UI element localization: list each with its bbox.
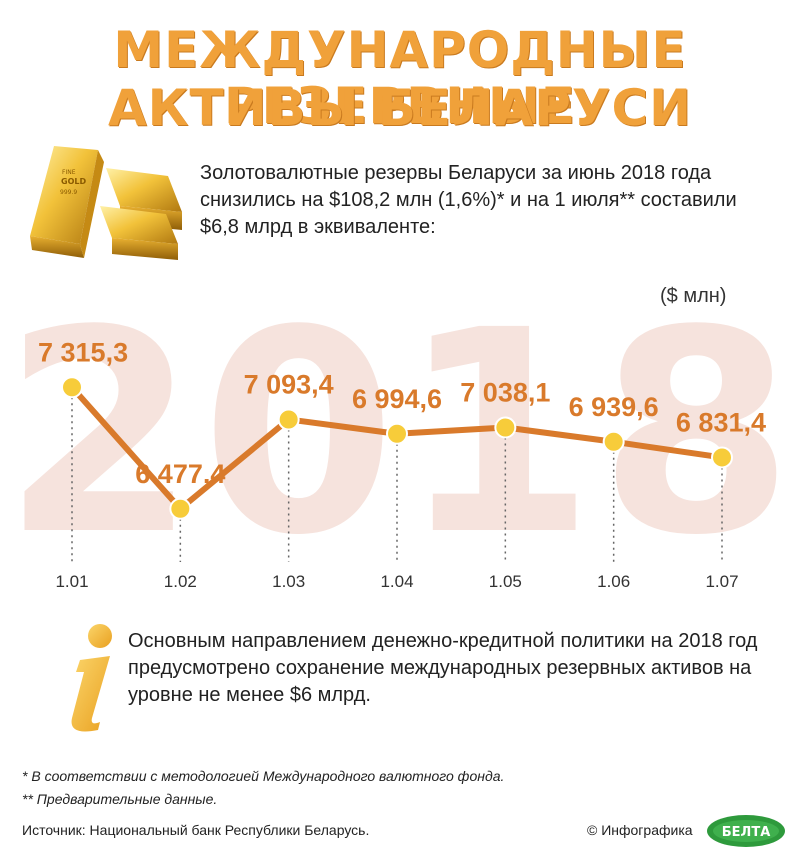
value-label: 7 315,3 [38, 337, 128, 367]
intro-text: Золотовалютные резервы Беларуси за июнь … [200, 162, 737, 238]
source-text: Источник: Национальный банк Республики Б… [22, 822, 370, 838]
data-point [602, 430, 625, 453]
gold-bars-illustration: FINE GOLD 999.9 [30, 146, 182, 260]
belta-logo-text: БЕЛТА [722, 825, 771, 840]
x-tick-label: 1.01 [55, 572, 88, 591]
value-label: 7 093,4 [244, 369, 334, 399]
x-tick-label: 1.05 [489, 572, 522, 591]
reserves-line-chart: 2018 7 315,36 477,47 093,4 6 994,6 7 038,1… [2, 280, 793, 597]
footnote-imf: * В соответствии с методологией Междунар… [22, 768, 505, 784]
value-label: 7 038,1 [460, 377, 550, 407]
belta-logo: БЕЛТА [707, 815, 785, 847]
gold-stamp-line-1: FINE [62, 169, 76, 176]
data-point [61, 376, 83, 399]
gold-bar-front: FINE GOLD 999.9 [30, 146, 104, 258]
unit-label: ($ млн) [660, 285, 727, 307]
footnote-preliminary: ** Предварительные данные. [22, 791, 218, 807]
data-point [494, 416, 517, 439]
data-point [169, 497, 192, 520]
value-label: 6 831,4 [676, 407, 766, 437]
x-tick-label: 1.06 [597, 572, 630, 591]
x-tick-label: 1.02 [164, 572, 197, 591]
x-tick-label: 1.03 [272, 572, 305, 591]
gold-bar-right [100, 206, 178, 260]
value-label: 6 994,6 [352, 384, 442, 414]
value-label: 6 939,6 [569, 392, 659, 422]
page-title-line-1: МЕЖДУНАРОДНЫЕ РЕЗЕРВНЫЕ [113, 21, 687, 135]
data-point [277, 408, 300, 431]
data-point [386, 422, 408, 445]
gold-stamp-line-2: GOLD [61, 177, 86, 186]
info-text: Основным направлением денежно-кредитной … [128, 630, 758, 706]
info-icon [71, 624, 112, 732]
x-tick-label: 1.07 [705, 572, 738, 591]
page-title-line-2: АКТИВЫ БЕЛАРУСИ [107, 79, 693, 137]
infographic-credit: © Инфографика [587, 822, 693, 838]
gold-stamp-line-3: 999.9 [60, 189, 77, 196]
value-label: 6 477,4 [135, 459, 225, 489]
x-tick-label: 1.04 [380, 572, 413, 591]
data-point [711, 446, 733, 469]
